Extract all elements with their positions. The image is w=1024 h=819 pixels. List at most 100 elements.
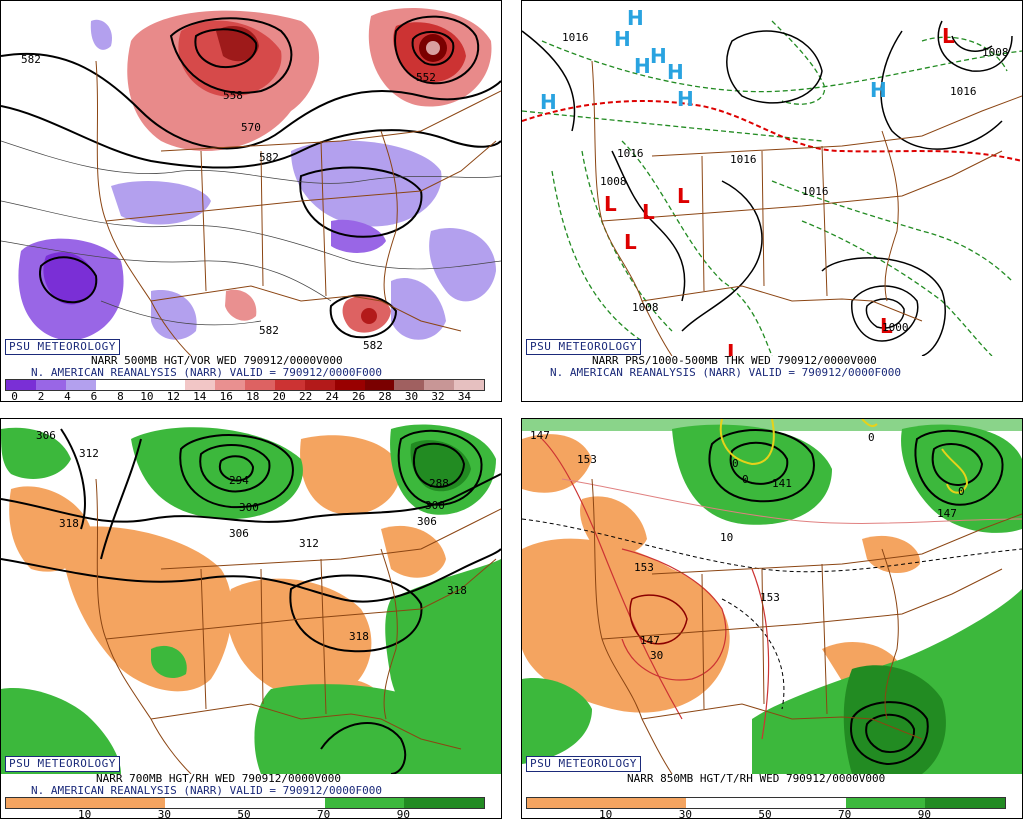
- panel-title-line1: NARR 700MB HGT/RH WED 790912/0000V000: [96, 772, 342, 785]
- colorbar-tick-label: 24: [325, 390, 339, 402]
- colorbar-tick-label: 30: [157, 808, 171, 819]
- high-marker: H: [540, 90, 557, 114]
- colorbar-tick-label: 10: [599, 808, 613, 819]
- colorbar-tick-label: 6: [90, 390, 98, 402]
- colorbar-swatch: [324, 798, 405, 808]
- pressure-label: 1016: [802, 185, 829, 198]
- colorbar-tick-label: 90: [396, 808, 410, 819]
- panel-title-line2: N. AMERICAN REANALYSIS (NARR) VALID = 79…: [31, 366, 382, 379]
- colorbar-tick-label: 70: [317, 808, 331, 819]
- height-label: 306: [36, 429, 56, 442]
- panel-title-line1: NARR PRS/1000-500MB THK WED 790912/0000V…: [592, 354, 877, 367]
- colorbar-swatch: [845, 798, 926, 808]
- colorbar-swatch: [274, 380, 305, 390]
- colorbar-swatch: [185, 380, 216, 390]
- height-label: 306: [229, 527, 249, 540]
- colorbar-swatch: [527, 798, 607, 808]
- height-label: 147: [640, 634, 660, 647]
- map-500mb-vorticity: 582 570 558 552 582 582 582: [1, 1, 501, 356]
- low-marker: L: [942, 24, 955, 48]
- colorbar-swatch: [215, 380, 245, 390]
- colorbar-swatch: [925, 798, 1005, 808]
- colorbar-tick-label: 14: [193, 390, 207, 402]
- panel-title-line2: N. AMERICAN REANALYSIS (NARR) VALID = 79…: [31, 784, 382, 797]
- colorbar-swatch: [65, 380, 96, 390]
- rh-colorbar-labels: 10 30 50 70 90: [5, 808, 483, 819]
- colorbar-tick-label: 26: [351, 390, 366, 402]
- pressure-label: 1008: [632, 301, 659, 314]
- colorbar-swatch: [424, 380, 455, 390]
- colorbar-swatch: [394, 380, 425, 390]
- panel-title-line1: NARR 850MB HGT/T/RH WED 790912/0000V000: [627, 772, 886, 785]
- low-marker: L: [677, 184, 690, 208]
- temp-label: 10: [720, 531, 733, 544]
- colorbar-tick-label: 8: [117, 390, 124, 402]
- rh-colorbar: [5, 797, 485, 809]
- height-label: 300: [239, 501, 259, 514]
- rh-colorbar: [526, 797, 1006, 809]
- colorbar-tick-label: 32: [431, 390, 445, 402]
- colorbar-swatch: [334, 380, 365, 390]
- height-label: 288: [429, 477, 449, 490]
- map-700mb-rh: 306 312 318 294 300 306 312 288 300 306 …: [1, 419, 501, 774]
- contour-label-582-d: 582: [363, 339, 383, 352]
- temp-label: 0: [742, 473, 749, 486]
- colorbar-tick-label: 10: [78, 808, 92, 819]
- colorbar-swatch: [244, 798, 325, 808]
- contour-label-558: 558: [223, 89, 243, 102]
- temp-label: 0: [732, 457, 739, 470]
- colorbar-tick-label: 16: [219, 390, 233, 402]
- colorbar-swatch: [85, 798, 166, 808]
- colorbar-tick-label: 4: [64, 390, 71, 402]
- colorbar-swatch: [686, 798, 766, 808]
- colorbar-tick-label: 34: [457, 390, 472, 402]
- panel-title-line2: N. AMERICAN REANALYSIS (NARR) VALID = 79…: [550, 366, 901, 379]
- contour-label-552: 552: [416, 71, 436, 84]
- low-marker: L: [604, 192, 617, 216]
- height-label: 318: [349, 630, 369, 643]
- colorbar-tick-label: 12: [166, 390, 180, 402]
- pressure-label: 1016: [617, 147, 644, 160]
- colorbar-tick-label: 30: [678, 808, 692, 819]
- height-label: 312: [79, 447, 99, 460]
- pressure-label: 1008: [982, 46, 1009, 59]
- high-marker: H: [627, 6, 644, 30]
- height-label: 153: [634, 561, 654, 574]
- colorbar-tick-label: 10: [140, 390, 154, 402]
- contour-label-582-b: 582: [259, 151, 279, 164]
- colorbar-swatch: [6, 380, 36, 390]
- panel-mslp-thickness: H H H H H H H H L L L L L L L 1016 1016 …: [521, 0, 1023, 402]
- pressure-label: 1016: [730, 153, 757, 166]
- height-label: 294: [229, 474, 249, 487]
- panel-title-line1: NARR 500MB HGT/VOR WED 790912/0000V000: [91, 354, 343, 367]
- colorbar-swatch: [155, 380, 186, 390]
- height-label: 141: [772, 477, 792, 490]
- map-mslp-thickness: H H H H H H H H L L L L L L L 1016 1016 …: [522, 1, 1022, 356]
- colorbar-swatch: [364, 380, 395, 390]
- temp-label: 0: [868, 431, 875, 444]
- low-marker: L: [642, 200, 655, 224]
- pressure-label: 1016: [562, 31, 589, 44]
- psu-meteorology-badge: PSU METEOROLOGY: [5, 339, 120, 355]
- vorticity-colorbar: [5, 379, 485, 391]
- low-marker: L: [727, 340, 740, 356]
- height-label: 153: [577, 453, 597, 466]
- contour-label-570: 570: [241, 121, 261, 134]
- panel-700mb-rh: 306 312 318 294 300 306 312 288 300 306 …: [0, 418, 502, 819]
- contour-label-582-c: 582: [259, 324, 279, 337]
- pressure-label: 1016: [950, 85, 977, 98]
- panel-850mb-temp-rh: 147 153 141 147 153 153 147 10 30 0 0 0 …: [521, 418, 1023, 819]
- psu-meteorology-badge: PSU METEOROLOGY: [526, 756, 641, 772]
- colorbar-swatch: [454, 380, 484, 390]
- colorbar-tick-label: 28: [378, 390, 392, 402]
- colorbar-tick-label: 50: [237, 808, 251, 819]
- vorticity-colorbar-labels: 0 2 4 6 8 10 12 14 16 18 20 22 24 26 28 30 32 34: [5, 390, 483, 402]
- psu-meteorology-badge: PSU METEOROLOGY: [526, 339, 641, 355]
- colorbar-tick-label: 70: [838, 808, 852, 819]
- height-label: 318: [59, 517, 79, 530]
- colorbar-tick-label: 2: [37, 390, 45, 402]
- contour-label-582-a: 582: [21, 53, 41, 66]
- colorbar-swatch: [245, 380, 275, 390]
- psu-meteorology-badge: PSU METEOROLOGY: [5, 756, 120, 772]
- height-label: 147: [937, 507, 957, 520]
